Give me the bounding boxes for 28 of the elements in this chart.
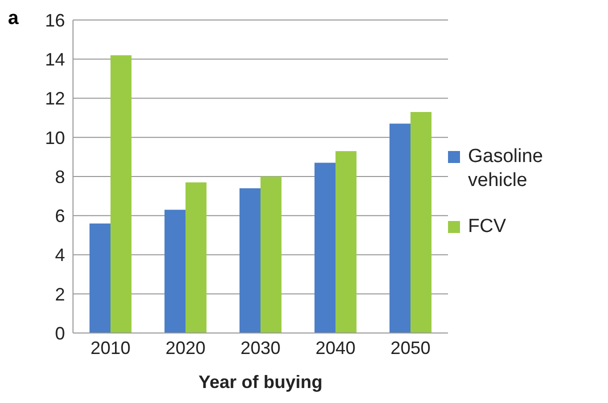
x-tick-label: 2020 — [165, 338, 206, 358]
bar — [260, 176, 282, 333]
x-axis-title: Year of buying — [198, 372, 323, 392]
bar — [240, 188, 260, 333]
y-tick-label: 12 — [44, 88, 65, 109]
y-tick-label: 0 — [54, 323, 65, 344]
y-tick-label: 8 — [54, 166, 65, 187]
legend-label: Gasoline vehicle — [468, 145, 544, 193]
bar — [410, 112, 432, 333]
bar — [110, 55, 132, 333]
bar — [314, 162, 336, 333]
bar — [336, 151, 356, 333]
x-tick-label: 2010 — [90, 338, 131, 358]
bar — [164, 210, 186, 333]
y-tick-label: 4 — [54, 245, 65, 266]
y-tick-label: 6 — [54, 206, 65, 226]
legend-label: FCV — [468, 215, 506, 239]
chart-title: a — [8, 8, 19, 30]
y-tick-label: 2 — [54, 284, 65, 304]
y-tick-label: 10 — [44, 128, 65, 148]
x-tick-label: 2030 — [240, 338, 281, 358]
y-tick-label: 14 — [44, 50, 65, 70]
x-tick-label: 2050 — [390, 338, 431, 358]
bar — [186, 182, 206, 333]
bar — [90, 223, 110, 333]
x-tick-label: 2040 — [315, 338, 356, 358]
bar — [390, 124, 410, 333]
y-tick-label: 16 — [44, 10, 65, 30]
